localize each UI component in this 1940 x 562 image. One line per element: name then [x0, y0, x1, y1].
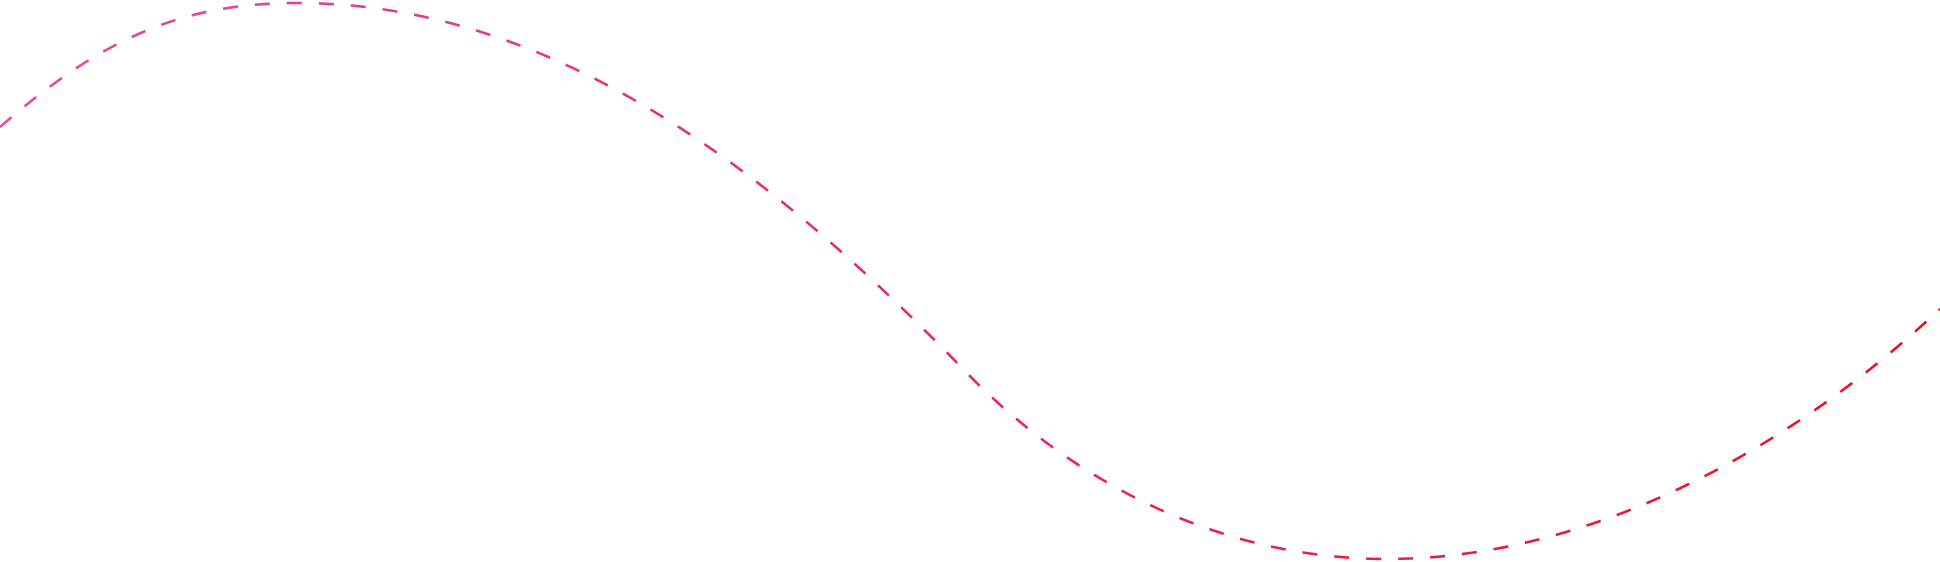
page [0, 0, 1940, 562]
dashed-wave-line [0, 1, 1940, 561]
decorative-wave [0, 1, 1940, 561]
